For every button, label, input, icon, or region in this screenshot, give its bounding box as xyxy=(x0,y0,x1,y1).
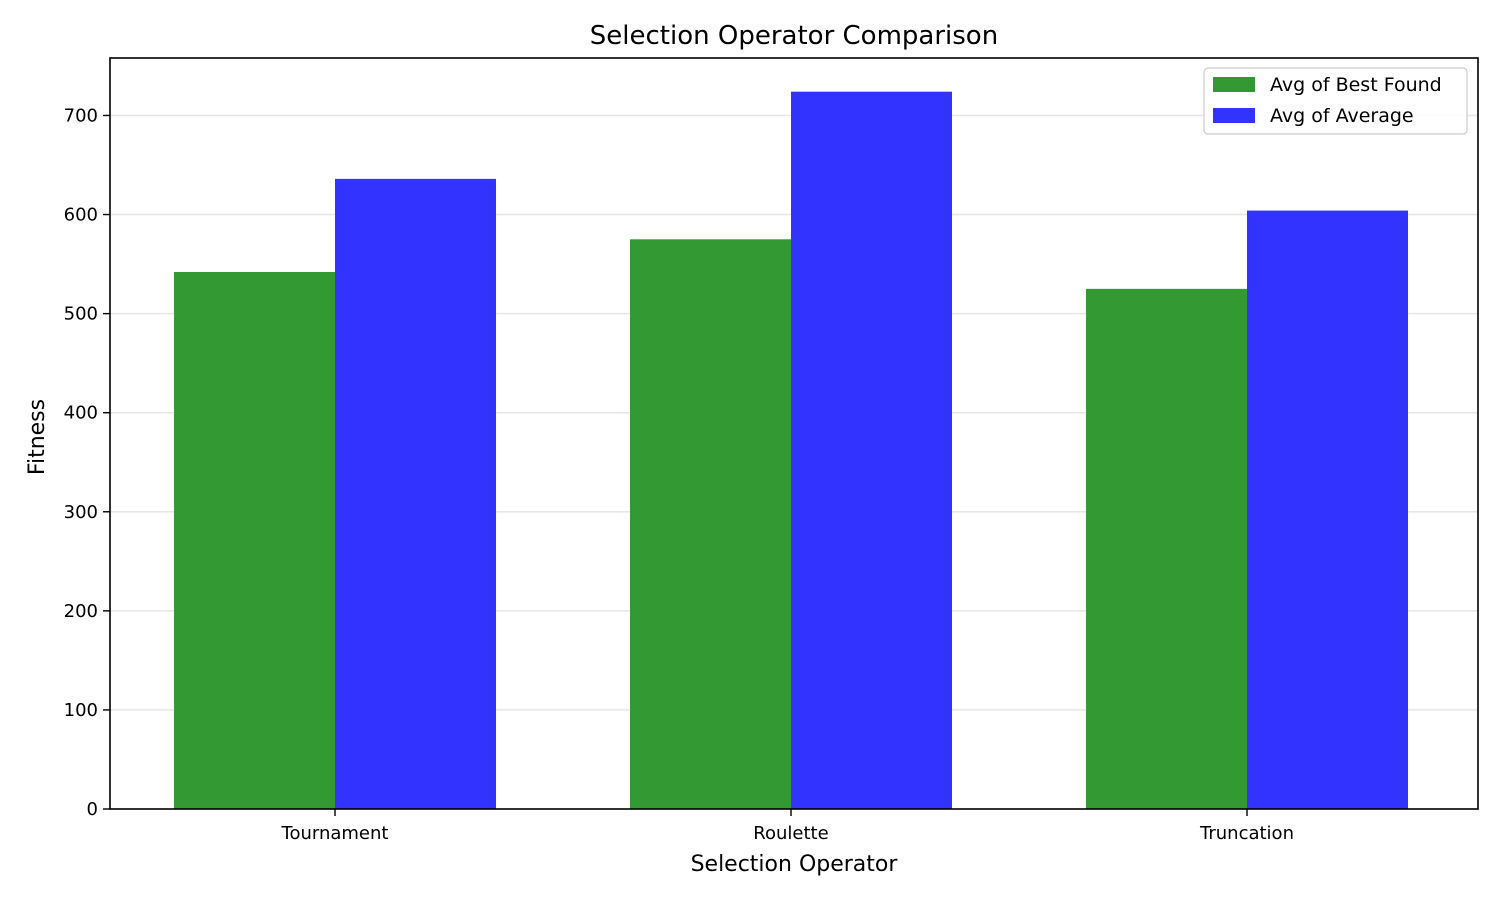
y-tick-label: 600 xyxy=(64,205,98,226)
y-tick-label: 300 xyxy=(64,502,98,523)
y-tick-label: 400 xyxy=(64,403,98,424)
bar-best-roulette xyxy=(630,239,791,809)
x-tick-label: Truncation xyxy=(1199,823,1294,844)
bar-best-truncation xyxy=(1086,288,1247,810)
bars-group xyxy=(174,91,1408,810)
legend-box xyxy=(1203,67,1468,135)
bar-average-tournament xyxy=(335,178,496,809)
x-axis-ticks: Tournament Roulette Truncation xyxy=(281,809,1294,844)
y-tick-label: 100 xyxy=(64,700,98,721)
y-axis-ticks: 0 100 200 300 400 500 600 700 xyxy=(64,105,110,820)
x-axis-label: Selection Operator xyxy=(691,852,899,877)
x-tick-label: Roulette xyxy=(753,823,828,844)
legend-swatch xyxy=(1213,77,1255,92)
chart-title: Selection Operator Comparison xyxy=(590,21,998,51)
y-tick-label: 500 xyxy=(64,304,98,325)
x-tick-label: Tournament xyxy=(281,823,389,844)
y-tick-label: 700 xyxy=(64,105,98,126)
y-tick-label: 0 xyxy=(87,799,98,820)
y-tick-label: 200 xyxy=(64,601,98,622)
legend-swatch xyxy=(1213,108,1255,123)
bar-average-roulette xyxy=(791,91,952,809)
bar-best-tournament xyxy=(174,272,335,810)
bar-average-truncation xyxy=(1247,210,1408,810)
legend-label: Avg of Best Found xyxy=(1270,74,1442,96)
plot-frame xyxy=(109,57,1479,810)
legend-label: Avg of Average xyxy=(1270,105,1414,127)
y-axis-label: Fitness xyxy=(25,399,50,475)
legend: Avg of Best Found Avg of Average xyxy=(1203,67,1468,135)
